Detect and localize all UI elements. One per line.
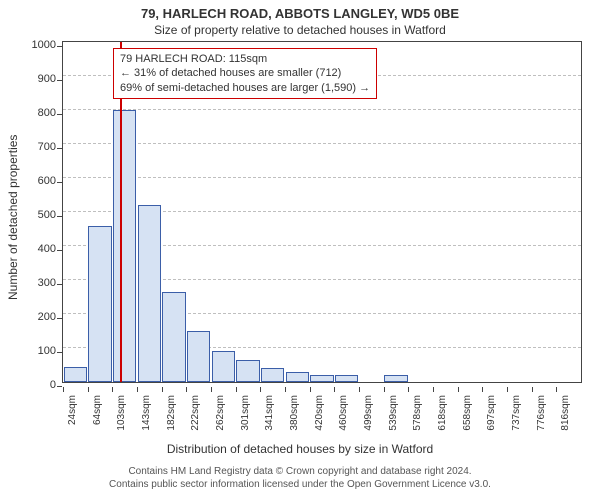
- grid-line: [63, 177, 581, 178]
- x-tick-label: 816sqm: [560, 395, 571, 445]
- y-tick-mark: [57, 80, 62, 81]
- page-title-line1: 79, HARLECH ROAD, ABBOTS LANGLEY, WD5 0B…: [0, 0, 600, 21]
- x-tick-mark: [334, 387, 335, 392]
- y-tick-mark: [57, 216, 62, 217]
- histogram-chart: 79 HARLECH ROAD: 115sqm ← 31% of detache…: [62, 41, 582, 383]
- x-tick-mark: [408, 387, 409, 392]
- y-tick-label: 700: [22, 141, 56, 153]
- histogram-bar: [64, 367, 87, 382]
- x-tick-label: 301sqm: [240, 395, 251, 445]
- y-tick-mark: [57, 284, 62, 285]
- footer-attribution: Contains HM Land Registry data © Crown c…: [0, 466, 600, 491]
- x-tick-label: 103sqm: [116, 395, 127, 445]
- histogram-bar: [236, 360, 259, 382]
- x-axis-label: Distribution of detached houses by size …: [0, 442, 600, 456]
- y-tick-label: 0: [22, 379, 56, 391]
- property-callout: 79 HARLECH ROAD: 115sqm ← 31% of detache…: [113, 48, 377, 99]
- histogram-bar: [286, 372, 309, 382]
- y-tick-mark: [57, 386, 62, 387]
- footer-line-2: Contains public sector information licen…: [0, 479, 600, 492]
- x-tick-label: 539sqm: [388, 395, 399, 445]
- y-tick-label: 800: [22, 107, 56, 119]
- y-tick-label: 100: [22, 345, 56, 357]
- histogram-bar: [187, 331, 210, 382]
- x-tick-label: 182sqm: [166, 395, 177, 445]
- histogram-bar: [335, 375, 358, 382]
- histogram-bar: [310, 375, 333, 382]
- x-tick-label: 24sqm: [67, 395, 78, 445]
- histogram-bar: [261, 368, 284, 382]
- x-tick-label: 222sqm: [190, 395, 201, 445]
- x-tick-mark: [162, 387, 163, 392]
- x-tick-mark: [236, 387, 237, 392]
- x-tick-mark: [88, 387, 89, 392]
- footer-line-1: Contains HM Land Registry data © Crown c…: [0, 466, 600, 479]
- callout-line-3: 69% of semi-detached houses are larger (…: [120, 81, 370, 95]
- x-tick-label: 697sqm: [486, 395, 497, 445]
- y-tick-label: 500: [22, 209, 56, 221]
- x-tick-label: 64sqm: [92, 395, 103, 445]
- x-tick-mark: [482, 387, 483, 392]
- y-tick-label: 600: [22, 175, 56, 187]
- x-tick-mark: [310, 387, 311, 392]
- y-tick-label: 400: [22, 243, 56, 255]
- x-tick-mark: [112, 387, 113, 392]
- x-tick-label: 460sqm: [338, 395, 349, 445]
- y-tick-mark: [57, 182, 62, 183]
- grid-line: [63, 143, 581, 144]
- x-tick-mark: [507, 387, 508, 392]
- x-tick-mark: [211, 387, 212, 392]
- y-tick-label: 300: [22, 277, 56, 289]
- x-tick-label: 143sqm: [141, 395, 152, 445]
- x-tick-mark: [458, 387, 459, 392]
- x-tick-label: 578sqm: [412, 395, 423, 445]
- y-tick-mark: [57, 352, 62, 353]
- x-tick-mark: [260, 387, 261, 392]
- x-tick-label: 380sqm: [289, 395, 300, 445]
- page-title-line2: Size of property relative to detached ho…: [0, 21, 600, 39]
- x-tick-label: 420sqm: [314, 395, 325, 445]
- x-tick-label: 499sqm: [363, 395, 374, 445]
- y-tick-mark: [57, 46, 62, 47]
- x-tick-mark: [186, 387, 187, 392]
- x-tick-mark: [433, 387, 434, 392]
- callout-line-1: 79 HARLECH ROAD: 115sqm: [120, 52, 370, 66]
- y-tick-mark: [57, 114, 62, 115]
- histogram-bar: [212, 351, 235, 382]
- y-tick-mark: [57, 250, 62, 251]
- x-tick-mark: [532, 387, 533, 392]
- histogram-bar: [138, 205, 161, 382]
- x-tick-label: 618sqm: [437, 395, 448, 445]
- x-tick-mark: [359, 387, 360, 392]
- x-tick-mark: [556, 387, 557, 392]
- y-tick-label: 1000: [22, 39, 56, 51]
- x-tick-label: 262sqm: [215, 395, 226, 445]
- y-tick-mark: [57, 148, 62, 149]
- x-tick-mark: [384, 387, 385, 392]
- x-tick-label: 658sqm: [462, 395, 473, 445]
- histogram-bar: [384, 375, 407, 382]
- histogram-bar: [88, 226, 111, 382]
- grid-line: [63, 109, 581, 110]
- histogram-bar: [113, 110, 136, 382]
- x-tick-mark: [63, 387, 64, 392]
- callout-line-2: ← 31% of detached houses are smaller (71…: [120, 66, 370, 80]
- y-tick-mark: [57, 318, 62, 319]
- x-tick-label: 737sqm: [511, 395, 522, 445]
- x-tick-mark: [285, 387, 286, 392]
- x-tick-label: 341sqm: [264, 395, 275, 445]
- x-tick-mark: [137, 387, 138, 392]
- histogram-bar: [162, 292, 185, 382]
- y-axis-label: Number of detached properties: [6, 135, 20, 300]
- x-tick-label: 776sqm: [536, 395, 547, 445]
- y-tick-label: 900: [22, 73, 56, 85]
- y-tick-label: 200: [22, 311, 56, 323]
